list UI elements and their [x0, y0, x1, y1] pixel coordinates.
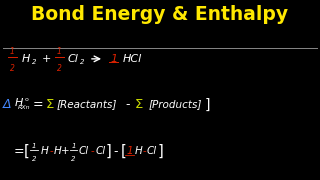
Text: [Products]: [Products] — [149, 99, 202, 109]
Text: ]: ] — [106, 144, 112, 159]
Text: 2: 2 — [10, 64, 15, 73]
Text: Σ: Σ — [135, 98, 143, 111]
Text: 1: 1 — [126, 146, 133, 156]
Text: Cl: Cl — [79, 146, 89, 156]
Text: H: H — [54, 146, 61, 156]
Text: 1: 1 — [57, 47, 62, 56]
Text: [: [ — [120, 144, 126, 159]
Text: 1: 1 — [32, 143, 36, 148]
Text: =: = — [32, 98, 43, 111]
Text: o: o — [24, 97, 28, 102]
Text: H: H — [134, 146, 142, 156]
Text: 2: 2 — [57, 64, 62, 73]
Text: 2: 2 — [80, 59, 85, 66]
Text: -: - — [125, 98, 130, 111]
Text: Cl: Cl — [147, 146, 157, 156]
Text: -: - — [143, 146, 147, 156]
Text: H: H — [40, 146, 48, 156]
Text: 2: 2 — [71, 156, 76, 162]
Text: [: [ — [23, 144, 29, 159]
Text: [Reactants]: [Reactants] — [57, 99, 117, 109]
Text: RXn: RXn — [18, 105, 30, 110]
Text: 2: 2 — [32, 156, 36, 162]
Text: H: H — [22, 54, 30, 64]
Text: 2: 2 — [32, 59, 36, 66]
Text: =: = — [13, 145, 24, 158]
Text: 1: 1 — [110, 54, 117, 64]
Text: -: - — [49, 146, 53, 156]
Text: Cl: Cl — [95, 146, 105, 156]
Text: H: H — [14, 98, 23, 108]
Text: +: + — [61, 146, 70, 156]
Text: Δ: Δ — [3, 98, 11, 111]
Text: ]: ] — [204, 97, 210, 111]
Text: HCl: HCl — [123, 54, 142, 64]
Text: 1: 1 — [71, 143, 76, 148]
Text: ]: ] — [157, 144, 163, 159]
Text: Bond Energy & Enthalpy: Bond Energy & Enthalpy — [31, 5, 289, 24]
Text: -: - — [91, 146, 95, 156]
Text: +: + — [42, 54, 51, 64]
Text: Cl: Cl — [68, 54, 78, 64]
Text: 1: 1 — [10, 47, 15, 56]
Text: Σ: Σ — [45, 98, 54, 111]
Text: -: - — [114, 145, 118, 158]
